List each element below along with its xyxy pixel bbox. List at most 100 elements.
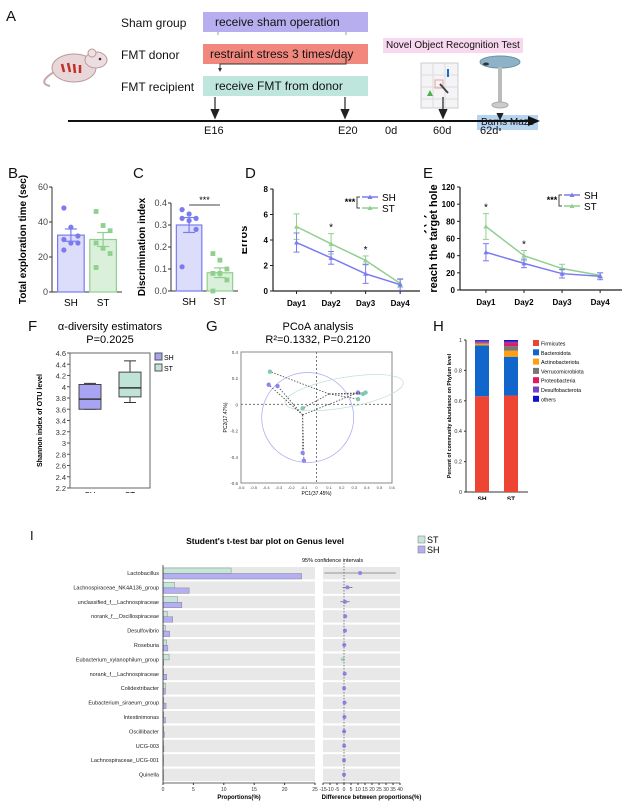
y-tick-label: 0.4 <box>154 198 167 208</box>
chart-h-phylum-abundance: 0 0.2 0.4 0.6 0.8 1 Percent of community abund… <box>447 338 584 500</box>
data-point <box>521 260 527 266</box>
y-axis-label: Erros <box>242 226 250 255</box>
data-point <box>68 240 74 246</box>
x-tick-label: 0.2 <box>339 485 345 490</box>
ci-title: 95% confidence intervals <box>302 558 363 564</box>
y-tick-label: 0.6 <box>454 399 462 405</box>
x-tick-label: ST <box>507 496 515 500</box>
x-tick-label: Day3 <box>552 298 572 307</box>
panel-letter-c: C <box>133 165 144 182</box>
data-point <box>61 236 67 243</box>
row-background <box>163 711 315 724</box>
chart-title: α-diversity estimators <box>58 321 163 333</box>
ci-point <box>342 686 347 691</box>
y-tick-label: 60 <box>38 182 48 192</box>
row-background <box>163 595 315 609</box>
ci-x-tick-label: 15 <box>362 787 368 793</box>
group-label-recipient: FMT recipient <box>121 80 195 94</box>
centroid-link <box>302 393 330 409</box>
ci-row-background <box>323 739 400 753</box>
legend-swatch-actinobacteriota <box>533 358 539 365</box>
ci-x-tick-label: 5 <box>350 787 353 793</box>
data-point <box>61 247 67 253</box>
legend-swatch-st <box>154 363 163 372</box>
ci-point <box>342 628 347 633</box>
data-point <box>397 282 403 287</box>
row-background <box>163 610 315 623</box>
genus-label: Desulfovibrio <box>127 629 159 635</box>
legend-bracket <box>356 196 360 209</box>
y-tick-label: 0.8 <box>454 368 462 374</box>
y-tick-label: 0 <box>235 402 238 407</box>
data-point <box>68 224 74 230</box>
y-tick-label: 0 <box>264 287 269 296</box>
chart-subtitle: P=0.2025 <box>86 334 133 346</box>
data-point <box>210 288 216 294</box>
x-tick-label: 0.1 <box>326 485 332 490</box>
row-background <box>163 667 315 681</box>
genus-label: norank_f__Lachnospiraceae <box>90 672 159 678</box>
data-point <box>93 240 99 246</box>
row-background <box>163 739 315 753</box>
y-tick-label: 2.8 <box>56 450 66 459</box>
tick-e20: E20 <box>338 125 358 137</box>
scatter-point-sh <box>301 458 307 463</box>
row-background <box>163 768 315 781</box>
y-tick-label: 2.6 <box>56 462 66 471</box>
genus-label: unclassified_f__Lachnospiraceae <box>78 600 159 606</box>
significance-label: *** <box>199 195 210 205</box>
y-tick-label: 80 <box>446 217 455 226</box>
ci-row-background <box>323 682 400 695</box>
y-tick-label: 4.2 <box>56 372 66 381</box>
y-tick-label: 4 <box>264 236 269 245</box>
data-point <box>186 218 192 224</box>
stack-segment-proteobacteria <box>475 342 489 344</box>
ci-row-background <box>323 610 400 623</box>
x-tick-label: SH <box>477 496 486 500</box>
stack-segment-others <box>504 340 518 342</box>
genus-label: Colidextribacter <box>121 686 159 692</box>
y-tick-label: 3.6 <box>56 405 66 414</box>
x-tick-label: 25 <box>312 787 318 793</box>
y-tick-label: 2.2 <box>56 484 66 493</box>
legend-label-actinobacteriota: Actinobacteriota <box>541 360 579 366</box>
series-line-st <box>296 225 401 284</box>
series-line-st <box>485 225 601 277</box>
legend-marker <box>569 203 575 208</box>
panel-letter-h: H <box>433 318 444 335</box>
legend-label-sh: SH <box>164 355 174 362</box>
y-tick-label: 40 <box>446 252 455 261</box>
significance-marker: * <box>522 240 526 251</box>
ci-x-tick-label: -15 <box>319 787 326 793</box>
y-tick-label: 8 <box>264 185 269 194</box>
data-point <box>75 240 81 246</box>
group-label-donor: FMT donor <box>121 48 180 62</box>
ci-x-tick-label: 25 <box>376 787 382 793</box>
y-axis-label: Discrimination index <box>137 197 148 296</box>
legend-marker <box>367 194 373 199</box>
ci-x-tick-label: 35 <box>390 787 396 793</box>
y-tick-label: 20 <box>446 269 455 278</box>
panel-letter-a: A <box>6 8 17 25</box>
y-axis-label: Shannon index of OTU level <box>37 374 44 467</box>
y-tick-label: 0.3 <box>154 220 167 230</box>
legend-significance: *** <box>345 197 356 207</box>
tick-e16: E16 <box>204 125 224 137</box>
x-tick-label: SH <box>182 297 196 308</box>
chart-c-discrimination-index: 0.0 0.1 0.2 0.3 0.4 Discrimination index SH ST *… <box>137 195 238 308</box>
ci-point <box>342 743 347 748</box>
row-background <box>163 682 315 695</box>
tick-62d: 62d <box>480 125 499 137</box>
data-point <box>107 251 113 256</box>
data-point <box>483 223 489 229</box>
legend-label-desulfobacterota: Desulfobacterota <box>541 388 581 394</box>
y-axis-label: Percent of community abundance on Phylum… <box>447 353 453 478</box>
y-tick-label: 4.4 <box>56 360 66 369</box>
stack-segment-bacteroidota <box>504 356 518 396</box>
x-tick-label: -0.2 <box>288 485 296 490</box>
ci-x-tick-label: 0 <box>343 787 346 793</box>
data-point <box>363 271 369 276</box>
y-axis-label: Lantency(s) to <box>424 201 427 276</box>
